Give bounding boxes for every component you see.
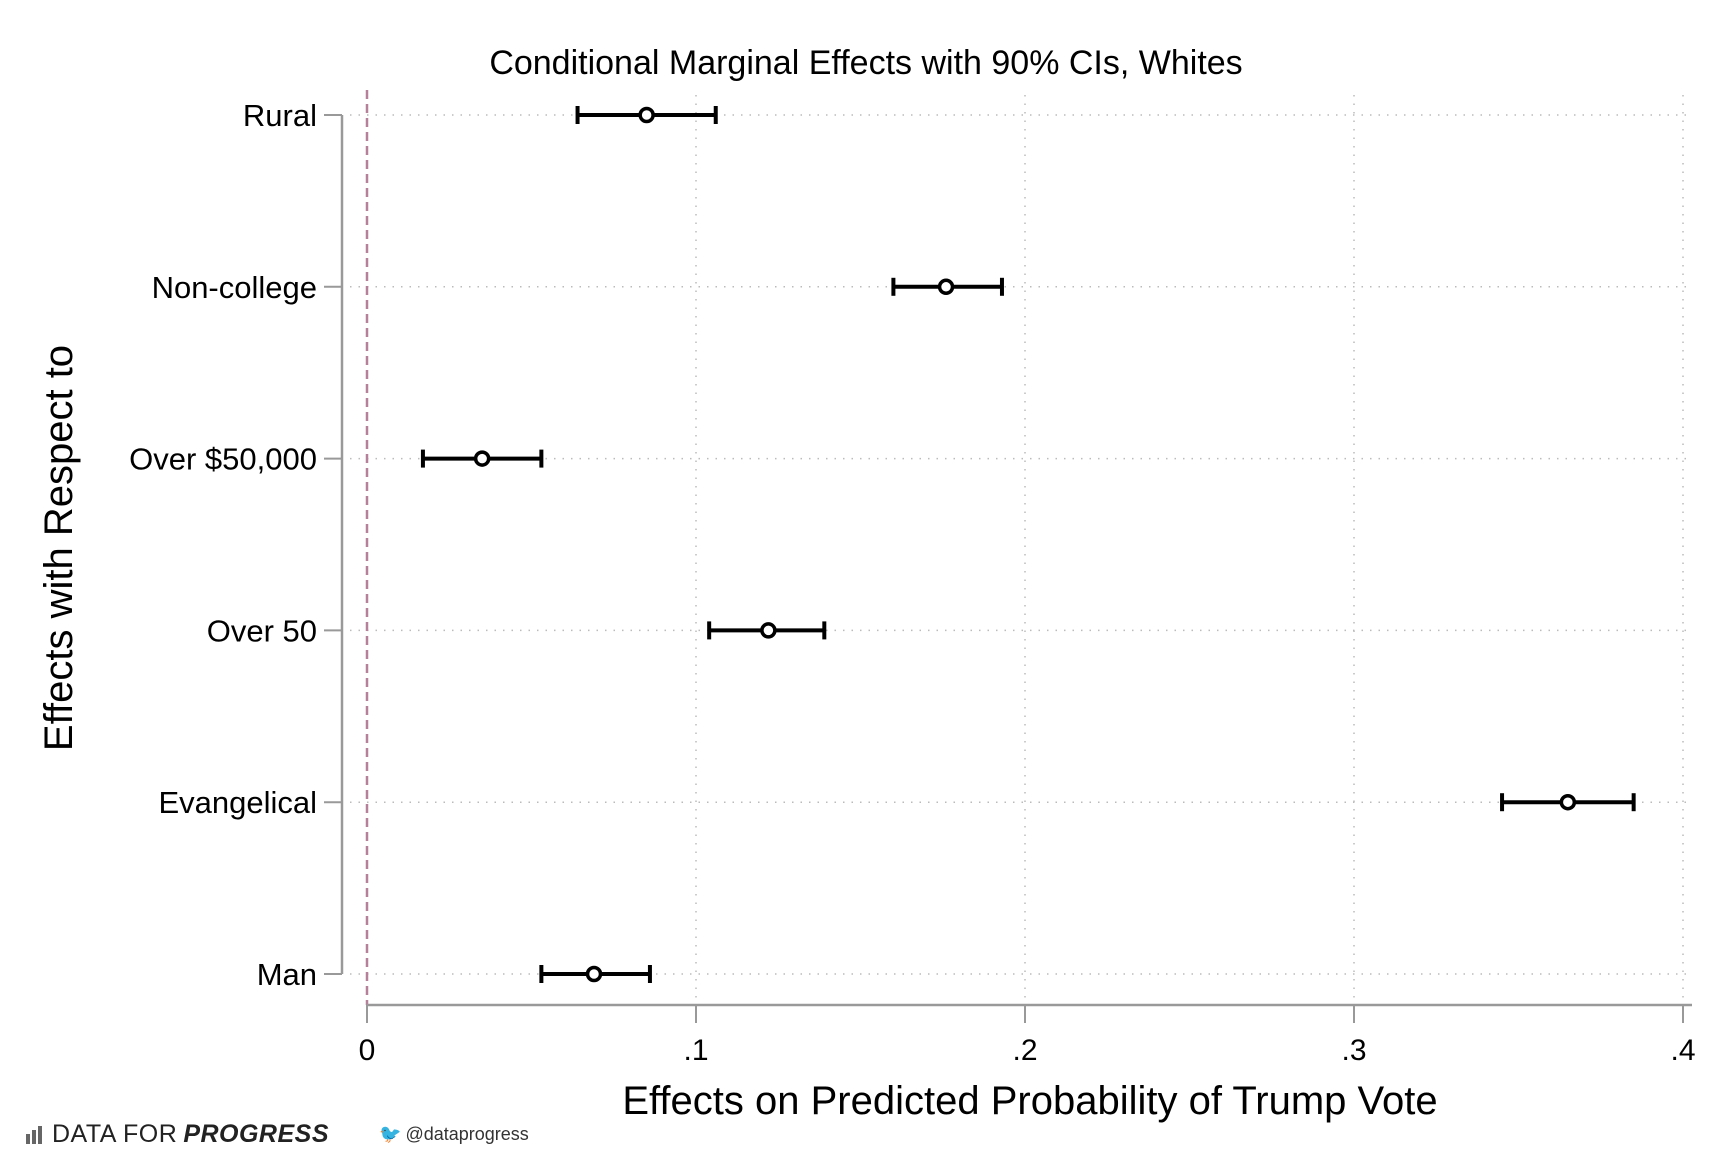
- y-tick-label: Over $50,000: [129, 442, 317, 477]
- brand-bold: PROGRESS: [183, 1120, 330, 1148]
- point-estimate: [638, 106, 655, 124]
- point-estimate: [760, 622, 777, 639]
- y-tick-label: Over 50: [207, 613, 317, 648]
- y-tick-label: Non-college: [152, 270, 317, 305]
- y-tick-label: Rural: [243, 98, 317, 133]
- x-tick-label: .2: [1012, 1034, 1037, 1067]
- point-estimate: [473, 450, 491, 467]
- y-tick-label: Evangelical: [158, 785, 317, 820]
- x-tick-label: 0: [359, 1034, 376, 1067]
- x-tick-label: .4: [1670, 1034, 1695, 1067]
- handle-text: @dataprogress: [405, 1124, 529, 1144]
- y-tick-label: Man: [257, 957, 317, 992]
- brand-logo: DATA FOR PROGRESS: [26, 1120, 329, 1149]
- twitter-handle: 🐦 @dataprogress: [379, 1124, 529, 1145]
- bar-chart-icon: [26, 1125, 42, 1144]
- x-tick-label: .1: [683, 1034, 708, 1067]
- footer: DATA FOR PROGRESS 🐦 @dataprogress: [26, 1120, 529, 1149]
- twitter-bird-icon: 🐦: [379, 1124, 402, 1144]
- point-estimate: [585, 965, 603, 983]
- chart-title: Conditional Marginal Effects with 90% CI…: [489, 44, 1242, 82]
- point-estimate: [937, 278, 955, 296]
- brand-plain: DATA FOR: [52, 1120, 178, 1148]
- x-tick-label: .3: [1341, 1034, 1366, 1067]
- x-axis-label: Effects on Predicted Probability of Trum…: [622, 1079, 1437, 1123]
- point-estimate: [1559, 793, 1577, 811]
- y-axis-label: Effects with Respect to: [37, 345, 81, 751]
